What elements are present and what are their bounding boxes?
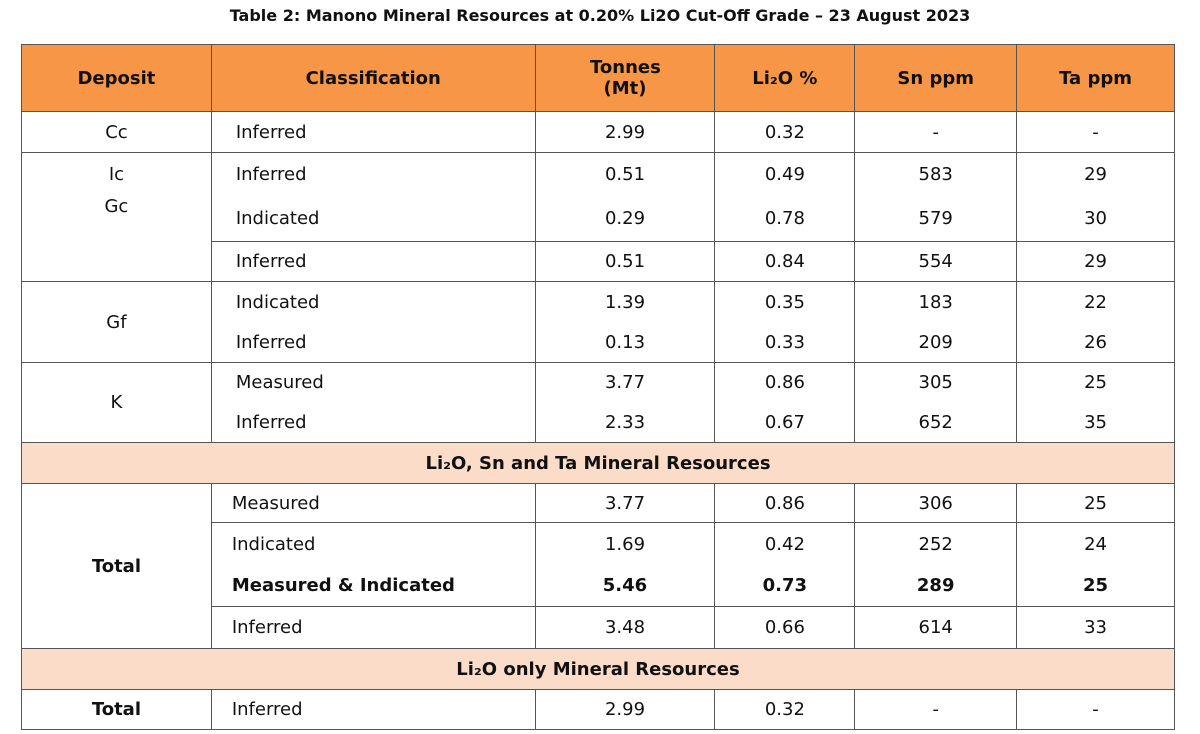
sn-cell: 614	[854, 606, 1018, 649]
section-row: Li₂O, Sn and Ta Mineral Resources	[21, 442, 1175, 484]
ta-cell: 26	[1016, 322, 1175, 363]
tonnes-cell: 0.13	[534, 322, 716, 363]
header-tonnes-label: Tonnes (Mt)	[590, 57, 661, 99]
tonnes-cell: 3.77	[534, 483, 716, 523]
sn-cell: 306	[854, 483, 1018, 523]
ta-cell: 25	[1016, 362, 1175, 403]
table-row: Ic Inferred 0.51 0.49 583 29	[21, 152, 1175, 196]
table-row: Total Inferred 2.99 0.32 - -	[21, 689, 1175, 730]
table-title: Table 2: Manono Mineral Resources at 0.2…	[229, 6, 971, 25]
ta-cell: 25	[1016, 565, 1175, 607]
table-row: Gf Indicated 1.39 0.35 183 22	[21, 281, 1175, 363]
tonnes-cell: 2.33	[534, 402, 716, 443]
tonnes-cell: 2.99	[534, 689, 716, 730]
ta-cell: -	[1016, 689, 1175, 730]
tonnes-cell: 3.48	[534, 606, 716, 649]
deposit-cell: Gf	[21, 281, 212, 363]
sn-cell: 554	[854, 241, 1018, 282]
li2o-cell: 0.66	[714, 606, 856, 649]
sn-cell: 579	[854, 195, 1018, 242]
ta-cell: 30	[1016, 195, 1175, 242]
classification-cell: Inferred	[210, 241, 536, 282]
tonnes-cell: 1.69	[534, 522, 716, 566]
tonnes-cell: 0.29	[534, 195, 716, 242]
ta-cell: 33	[1016, 606, 1175, 649]
sn-cell: -	[854, 111, 1018, 153]
classification-cell: Indicated	[210, 522, 536, 566]
ta-cell: 29	[1016, 152, 1175, 196]
sn-cell: 305	[854, 362, 1018, 403]
ta-cell: 29	[1016, 241, 1175, 282]
section-row: Li₂O only Mineral Resources	[21, 648, 1175, 690]
header-classification: Classification	[210, 44, 536, 112]
li2o-cell: 0.86	[714, 483, 856, 523]
ta-cell: 35	[1016, 402, 1175, 443]
table-row: Total Measured 3.77 0.86 306 25	[21, 483, 1175, 649]
table-row: Inferred 2.33 0.67 652 35	[22, 402, 1175, 443]
ta-cell: 24	[1016, 522, 1175, 566]
classification-cell: Inferred	[210, 689, 536, 730]
table-row: Indicated 1.69 0.42 252 24	[22, 522, 1175, 566]
classification-cell: Indicated	[210, 195, 536, 242]
li2o-cell: 0.86	[714, 362, 856, 403]
li2o-cell: 0.67	[714, 402, 856, 443]
header-sn: Sn ppm	[854, 44, 1018, 112]
total-label: Total	[21, 689, 212, 730]
section-title: Li₂O, Sn and Ta Mineral Resources	[21, 442, 1175, 484]
li2o-cell: 0.49	[714, 152, 856, 196]
section-title: Li₂O only Mineral Resources	[21, 648, 1175, 690]
header-deposit: Deposit	[21, 44, 212, 112]
li2o-cell: 0.32	[714, 111, 856, 153]
ta-cell: -	[1016, 111, 1175, 153]
li2o-cell: 0.32	[714, 689, 856, 730]
li2o-cell: 0.78	[714, 195, 856, 242]
sn-cell: 289	[854, 565, 1018, 607]
table-row: Measured & Indicated 5.46 0.73 289 25	[22, 565, 1175, 607]
classification-cell: Measured	[210, 362, 536, 403]
header-li2o: Li₂O %	[714, 44, 856, 112]
ta-cell: 25	[1016, 483, 1175, 523]
header-tonnes: Tonnes (Mt)	[534, 44, 716, 112]
classification-cell: Measured	[210, 483, 536, 523]
header-row: Deposit Classification Tonnes (Mt) Li₂O …	[21, 44, 1175, 112]
tonnes-cell: 5.46	[534, 565, 716, 607]
classification-cell: Indicated	[210, 281, 536, 323]
classification-cell: Inferred	[210, 111, 536, 153]
tonnes-cell: 0.51	[534, 241, 716, 282]
tonnes-cell: 0.51	[534, 152, 716, 196]
sn-cell: 652	[854, 402, 1018, 443]
table-row: Cc Inferred 2.99 0.32 - -	[21, 111, 1175, 153]
total-label: Total	[21, 483, 212, 649]
table-row: Gc Indicated 0.29 0.78 579 30	[21, 195, 1175, 282]
tonnes-cell: 1.39	[534, 281, 716, 323]
li2o-cell: 0.35	[714, 281, 856, 323]
li2o-cell: 0.73	[714, 565, 856, 607]
table-row: Inferred 3.48 0.66 614 33	[22, 606, 1175, 649]
sn-cell: 183	[854, 281, 1018, 323]
deposit-cell: Cc	[21, 111, 212, 153]
li2o-cell: 0.33	[714, 322, 856, 363]
classification-cell: Inferred	[210, 606, 536, 649]
tonnes-cell: 3.77	[534, 362, 716, 403]
ta-cell: 22	[1016, 281, 1175, 323]
classification-cell: Inferred	[210, 402, 536, 443]
tonnes-cell: 2.99	[534, 111, 716, 153]
sn-cell: -	[854, 689, 1018, 730]
mineral-resources-table: Deposit Classification Tonnes (Mt) Li₂O …	[21, 44, 1175, 730]
deposit-cell: K	[21, 362, 212, 443]
li2o-cell: 0.84	[714, 241, 856, 282]
table-row: Inferred 0.51 0.84 554 29	[22, 241, 1175, 282]
sn-cell: 209	[854, 322, 1018, 363]
sn-cell: 252	[854, 522, 1018, 566]
table-row: K Measured 3.77 0.86 305 25	[21, 362, 1175, 443]
deposit-cell: Ic	[21, 152, 212, 196]
deposit-cell: Gc	[21, 195, 212, 282]
classification-cell: Inferred	[210, 152, 536, 196]
li2o-cell: 0.42	[714, 522, 856, 566]
header-ta: Ta ppm	[1016, 44, 1175, 112]
classification-cell: Measured & Indicated	[210, 565, 536, 607]
sn-cell: 583	[854, 152, 1018, 196]
classification-cell: Inferred	[210, 322, 536, 363]
